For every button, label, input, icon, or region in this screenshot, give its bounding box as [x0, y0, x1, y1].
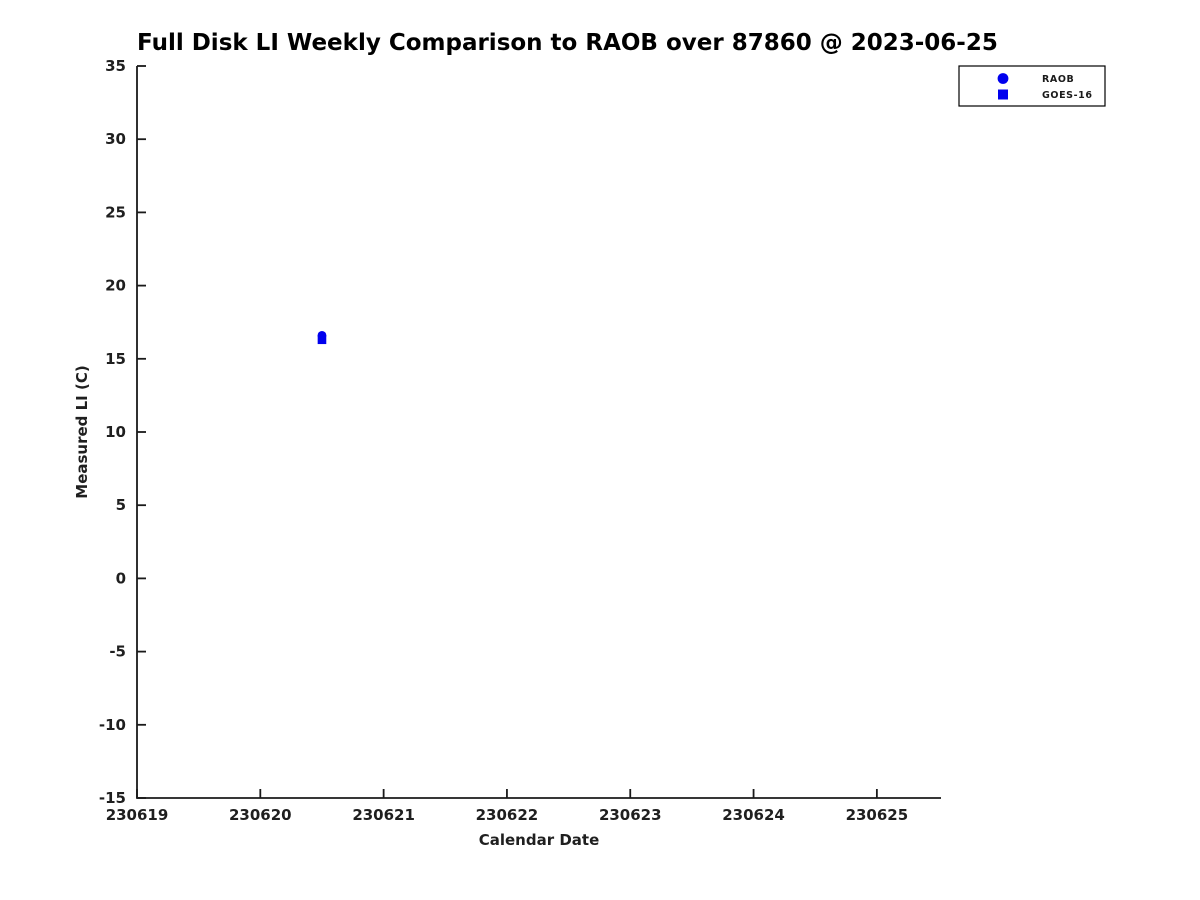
x-tick-label: 230620 [229, 806, 292, 824]
y-tick-label: -15 [99, 789, 126, 807]
x-tick-label: 230622 [476, 806, 539, 824]
legend-label-raob: RAOB [1042, 74, 1074, 85]
x-tick-label: 230625 [846, 806, 909, 824]
legend-box [958, 65, 1106, 107]
y-tick-label: 25 [105, 203, 126, 221]
y-tick-label: 0 [116, 569, 126, 587]
x-tick-label: 230619 [106, 806, 169, 824]
x-tick-label: 230623 [599, 806, 662, 824]
y-tick-label: 5 [116, 496, 126, 514]
data-point-goes-16 [317, 335, 327, 345]
y-tick-label: 20 [105, 277, 126, 295]
x-tick-label: 230624 [722, 806, 785, 824]
legend-marker-goes-16-icon [998, 89, 1008, 100]
y-tick-label: -5 [109, 643, 126, 661]
legend-marker-raob-icon [997, 73, 1009, 84]
x-tick-label: 230621 [352, 806, 415, 824]
y-axis-label: Measured LI (C) [73, 365, 91, 499]
chart-title: Full Disk LI Weekly Comparison to RAOB o… [137, 30, 998, 56]
y-tick-label: 15 [105, 350, 126, 368]
y-tick-label: 10 [105, 423, 126, 441]
x-axis-label: Calendar Date [478, 831, 600, 849]
axis-spines [136, 66, 941, 799]
y-tick-label: 35 [105, 57, 126, 75]
legend-label-goes-16: GOES-16 [1042, 90, 1093, 101]
y-tick-label: 30 [105, 130, 126, 148]
y-tick-label: -10 [99, 716, 126, 734]
